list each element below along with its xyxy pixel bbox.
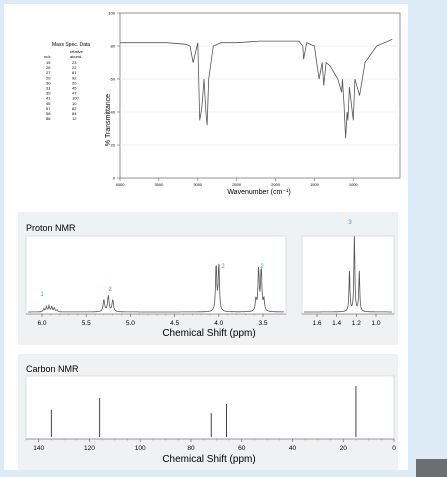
mass-spec-table: Mass Spec. Data relative m/z abund. 15 23… <box>44 42 90 121</box>
proton-x-tick-label: 1.0 <box>371 320 380 327</box>
mass-spec-abund: 45 <box>72 86 77 91</box>
ir-x-tick-label: 2000 <box>271 182 281 187</box>
proton-trace-right <box>304 236 392 313</box>
mass-spec-abund: 22 <box>72 65 77 70</box>
proton-x-tick-label: 5.5 <box>82 320 91 327</box>
ir-x-tick-label: 2500 <box>232 182 242 187</box>
ir-x-tick-label: 4000 <box>116 182 126 187</box>
mass-spec-abund: 82 <box>72 106 77 111</box>
carbon-x-tick-label: 100 <box>135 445 146 452</box>
proton-trace-left <box>28 263 284 313</box>
mass-spec-abund: 20 <box>72 80 77 85</box>
ir-x-tick-label: 1000 <box>349 182 359 187</box>
proton-x-tick-label: 1.6 <box>312 320 321 327</box>
ir-y-tick-label: 20 <box>111 143 116 148</box>
mass-spec-col-abund-1: relative <box>70 49 84 54</box>
mass-spec-mz: 31 <box>46 86 51 91</box>
mass-spec-mz: 27 <box>46 70 51 75</box>
mass-spec-mz: 58 <box>46 111 51 116</box>
ir-x-tick-label: 3000 <box>193 182 203 187</box>
carbon-x-tick-label: 120 <box>84 445 95 452</box>
proton-plot-left-frame <box>25 235 287 315</box>
mass-spec-mz: 39 <box>46 91 51 96</box>
ir-x-tick-label: 3500 <box>154 182 164 187</box>
proton-xlabel: Chemical Shift (ppm) <box>162 328 255 339</box>
mass-spec-mz: 29 <box>46 75 51 80</box>
mass-spec-mz: 41 <box>46 96 51 101</box>
corner-tab[interactable] <box>416 459 447 477</box>
ir-y-tick-label: 40 <box>111 110 116 115</box>
proton-x-tick-label: 3.5 <box>258 320 267 327</box>
spectra-page: Mass Spec. Data relative m/z abund. 15 23… <box>4 4 408 470</box>
integration-label: 3 <box>348 220 352 226</box>
proton-x-tick-label: 1.2 <box>352 320 361 327</box>
mass-spec-rows: 15 23 26 22 27 81 29 92 30 20 31 45 39 47 41 100 45 10 57 8… <box>46 60 79 121</box>
proton-nmr-title: Proton NMR <box>26 223 76 233</box>
ir-trace <box>120 39 393 139</box>
carbon-peaks <box>50 386 357 437</box>
integration-label: 2 <box>108 287 112 293</box>
carbon-x-tick-label: 0 <box>392 445 396 452</box>
mass-spec-abund: 81 <box>72 70 77 75</box>
mass-spec-abund: 84 <box>72 111 77 116</box>
proton-x-tick-label: 5.0 <box>126 320 135 327</box>
carbon-x-tick-label: 60 <box>238 445 246 452</box>
carbon-xlabel: Chemical Shift (ppm) <box>162 454 255 465</box>
ir-y-tick-label: 0 <box>113 176 116 181</box>
ir-y-ticks: 100 80 60 40 20 0 <box>108 11 120 181</box>
proton-x-tick-label: 4.0 <box>214 320 223 327</box>
ir-x-ticks: 4000 3500 3000 2500 2000 1500 1000 <box>116 178 359 187</box>
ir-grid <box>120 45 400 146</box>
integration-label: 2 <box>260 264 264 270</box>
ir-x-tick-label: 1500 <box>310 182 320 187</box>
ir-ylabel: % Transmittance <box>105 94 112 146</box>
ir-y-tick-label: 80 <box>111 44 116 49</box>
proton-x-tick-label: 4.5 <box>170 320 179 327</box>
carbon-x-tick-label: 80 <box>187 445 195 452</box>
carbon-x-tick-label: 40 <box>289 445 297 452</box>
carbon-x-ticks: 140 120 100 80 60 40 20 0 <box>25 439 396 452</box>
mass-spec-mz: 86 <box>46 116 51 121</box>
mass-spec-title: Mass Spec. Data <box>52 42 90 48</box>
mass-spec-col-mz: m/z <box>44 54 50 59</box>
mass-spec-mz: 30 <box>46 80 51 85</box>
mass-spec-col-abund-2: abund. <box>70 54 82 59</box>
carbon-x-tick-label: 140 <box>33 445 44 452</box>
carbon-x-tick-label: 20 <box>340 445 348 452</box>
mass-spec-abund: 12 <box>72 116 77 121</box>
integration-label: 2 <box>221 264 225 270</box>
mass-spec-mz: 15 <box>46 60 51 65</box>
mass-spec-mz: 45 <box>46 101 51 106</box>
mass-spec-abund: 23 <box>72 60 77 65</box>
proton-x-ticks: 6.0 5.5 5.0 4.5 4.0 3.5 1.6 1.4 1.2 1.0 <box>37 314 381 327</box>
carbon-nmr-title: Carbon NMR <box>26 364 79 374</box>
integration-label: 1 <box>40 292 44 298</box>
carbon-plot-frame <box>25 375 395 440</box>
mass-spec-mz: 26 <box>46 65 51 70</box>
mass-spec-abund: 100 <box>72 96 79 101</box>
proton-x-tick-label: 6.0 <box>37 320 46 327</box>
proton-plot-right-frame <box>301 235 395 315</box>
ir-y-tick-label: 100 <box>108 11 115 16</box>
mass-spec-abund: 47 <box>72 91 77 96</box>
mass-spec-abund: 92 <box>72 75 77 80</box>
spectra-figure: Mass Spec. Data relative m/z abund. 15 23… <box>18 11 401 470</box>
mass-spec-abund: 10 <box>72 101 77 106</box>
ir-y-tick-label: 60 <box>111 77 116 82</box>
mass-spec-mz: 57 <box>46 106 51 111</box>
ir-xlabel: Wavenumber (cm⁻¹) <box>227 189 290 196</box>
proton-x-tick-label: 1.4 <box>332 320 341 327</box>
ir-plot-frame <box>119 12 401 179</box>
